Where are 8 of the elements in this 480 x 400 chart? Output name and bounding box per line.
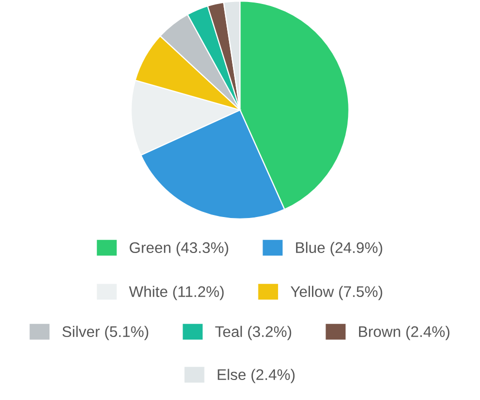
legend-label: White (11.2%) xyxy=(129,286,224,300)
legend-label: Teal (3.2%) xyxy=(215,326,292,340)
legend-label: Else (2.4%) xyxy=(218,368,295,384)
legend-label: Brown (2.4%) xyxy=(359,326,450,340)
legend-label: Green (43.3%) xyxy=(130,242,228,256)
legend-label: Blue (24.9%) xyxy=(296,242,382,256)
legend-label: Yellow (7.5%) xyxy=(290,286,382,300)
legend-label: Silver (5.1%) xyxy=(62,326,148,340)
